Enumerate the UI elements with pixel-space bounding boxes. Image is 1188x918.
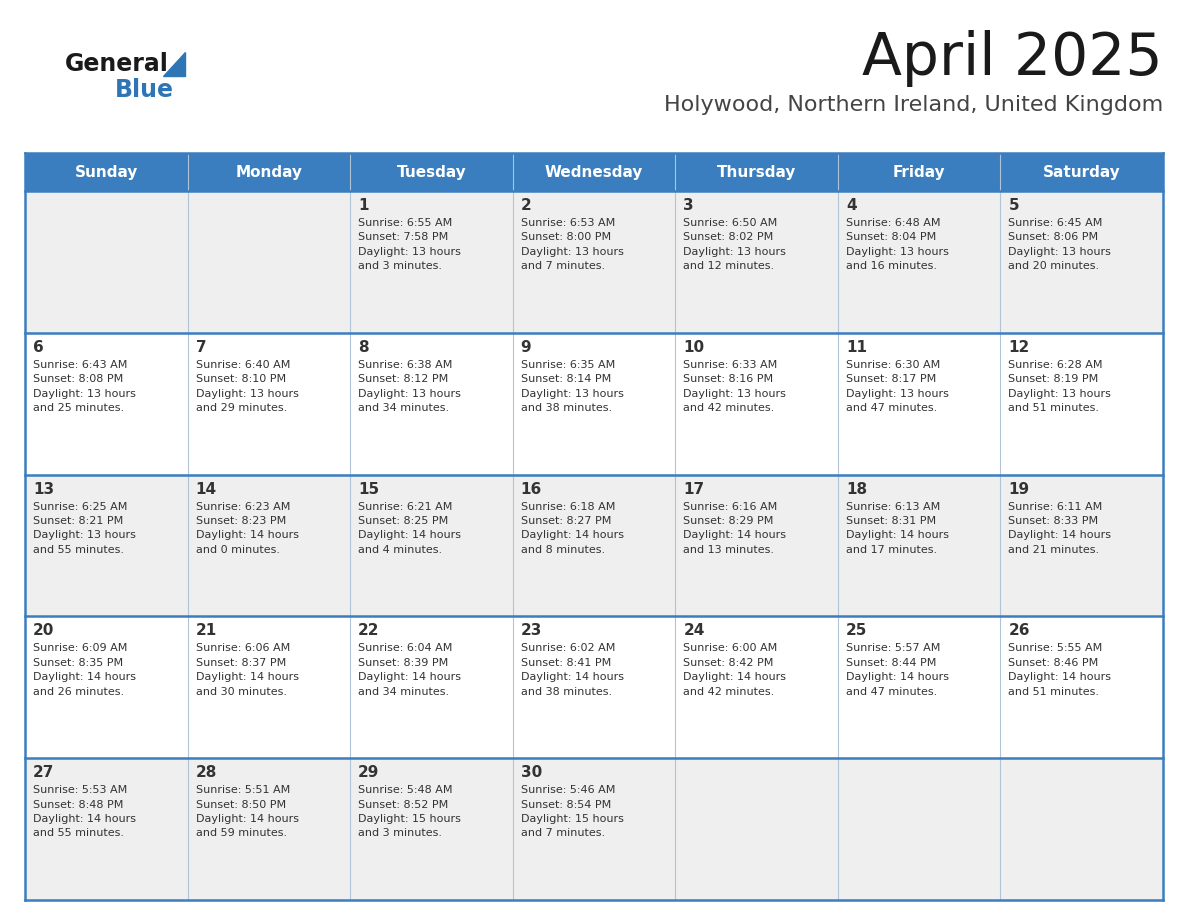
Text: 25: 25 [846,623,867,638]
Text: 12: 12 [1009,340,1030,354]
Text: 8: 8 [358,340,368,354]
Text: Sunrise: 6:00 AM
Sunset: 8:42 PM
Daylight: 14 hours
and 42 minutes.: Sunrise: 6:00 AM Sunset: 8:42 PM Dayligh… [683,644,786,697]
Text: Sunrise: 6:25 AM
Sunset: 8:21 PM
Daylight: 13 hours
and 55 minutes.: Sunrise: 6:25 AM Sunset: 8:21 PM Dayligh… [33,501,135,554]
Text: Sunrise: 6:13 AM
Sunset: 8:31 PM
Daylight: 14 hours
and 17 minutes.: Sunrise: 6:13 AM Sunset: 8:31 PM Dayligh… [846,501,949,554]
Text: Sunrise: 6:45 AM
Sunset: 8:06 PM
Daylight: 13 hours
and 20 minutes.: Sunrise: 6:45 AM Sunset: 8:06 PM Dayligh… [1009,218,1111,271]
Bar [25,191,1163,333]
Text: Sunrise: 6:23 AM
Sunset: 8:23 PM
Daylight: 14 hours
and 0 minutes.: Sunrise: 6:23 AM Sunset: 8:23 PM Dayligh… [196,501,298,554]
Text: 13: 13 [33,482,55,497]
Text: 21: 21 [196,623,217,638]
Text: Sunrise: 5:46 AM
Sunset: 8:54 PM
Daylight: 15 hours
and 7 minutes.: Sunrise: 5:46 AM Sunset: 8:54 PM Dayligh… [520,785,624,838]
Text: 24: 24 [683,623,704,638]
Text: 4: 4 [846,198,857,213]
Text: 20: 20 [33,623,55,638]
Text: Sunrise: 6:53 AM
Sunset: 8:00 PM
Daylight: 13 hours
and 7 minutes.: Sunrise: 6:53 AM Sunset: 8:00 PM Dayligh… [520,218,624,271]
Text: Sunrise: 6:35 AM
Sunset: 8:14 PM
Daylight: 13 hours
and 38 minutes.: Sunrise: 6:35 AM Sunset: 8:14 PM Dayligh… [520,360,624,413]
Text: 22: 22 [358,623,380,638]
Text: Sunrise: 5:53 AM
Sunset: 8:48 PM
Daylight: 14 hours
and 55 minutes.: Sunrise: 5:53 AM Sunset: 8:48 PM Dayligh… [33,785,135,838]
Text: Sunrise: 6:16 AM
Sunset: 8:29 PM
Daylight: 14 hours
and 13 minutes.: Sunrise: 6:16 AM Sunset: 8:29 PM Dayligh… [683,501,786,554]
Text: 19: 19 [1009,482,1030,497]
Text: Sunrise: 6:38 AM
Sunset: 8:12 PM
Daylight: 13 hours
and 34 minutes.: Sunrise: 6:38 AM Sunset: 8:12 PM Dayligh… [358,360,461,413]
Bar [25,333,1163,475]
Text: 9: 9 [520,340,531,354]
Bar [25,758,1163,900]
Text: Sunrise: 5:55 AM
Sunset: 8:46 PM
Daylight: 14 hours
and 51 minutes.: Sunrise: 5:55 AM Sunset: 8:46 PM Dayligh… [1009,644,1112,697]
Text: 11: 11 [846,340,867,354]
Text: Blue: Blue [115,78,173,102]
Text: Monday: Monday [235,164,303,180]
Text: Sunrise: 5:51 AM
Sunset: 8:50 PM
Daylight: 14 hours
and 59 minutes.: Sunrise: 5:51 AM Sunset: 8:50 PM Dayligh… [196,785,298,838]
Text: Sunrise: 6:04 AM
Sunset: 8:39 PM
Daylight: 14 hours
and 34 minutes.: Sunrise: 6:04 AM Sunset: 8:39 PM Dayligh… [358,644,461,697]
Text: Holywood, Northern Ireland, United Kingdom: Holywood, Northern Ireland, United Kingd… [664,95,1163,115]
Text: April 2025: April 2025 [862,30,1163,87]
Text: Sunrise: 6:33 AM
Sunset: 8:16 PM
Daylight: 13 hours
and 42 minutes.: Sunrise: 6:33 AM Sunset: 8:16 PM Dayligh… [683,360,786,413]
Text: Sunrise: 6:06 AM
Sunset: 8:37 PM
Daylight: 14 hours
and 30 minutes.: Sunrise: 6:06 AM Sunset: 8:37 PM Dayligh… [196,644,298,697]
Text: 15: 15 [358,482,379,497]
Text: Sunrise: 6:18 AM
Sunset: 8:27 PM
Daylight: 14 hours
and 8 minutes.: Sunrise: 6:18 AM Sunset: 8:27 PM Dayligh… [520,501,624,554]
Text: Sunrise: 6:43 AM
Sunset: 8:08 PM
Daylight: 13 hours
and 25 minutes.: Sunrise: 6:43 AM Sunset: 8:08 PM Dayligh… [33,360,135,413]
Text: Sunrise: 5:57 AM
Sunset: 8:44 PM
Daylight: 14 hours
and 47 minutes.: Sunrise: 5:57 AM Sunset: 8:44 PM Dayligh… [846,644,949,697]
Text: 29: 29 [358,766,379,780]
Text: General: General [65,52,169,76]
Text: Wednesday: Wednesday [545,164,643,180]
Text: 18: 18 [846,482,867,497]
Bar [25,153,1163,191]
Text: 30: 30 [520,766,542,780]
Bar [25,616,1163,758]
Text: 3: 3 [683,198,694,213]
Text: 14: 14 [196,482,216,497]
Text: 10: 10 [683,340,704,354]
Text: 16: 16 [520,482,542,497]
Text: Sunrise: 6:02 AM
Sunset: 8:41 PM
Daylight: 14 hours
and 38 minutes.: Sunrise: 6:02 AM Sunset: 8:41 PM Dayligh… [520,644,624,697]
Text: 27: 27 [33,766,55,780]
Bar [25,475,1163,616]
Text: 26: 26 [1009,623,1030,638]
Text: 23: 23 [520,623,542,638]
Text: Sunrise: 5:48 AM
Sunset: 8:52 PM
Daylight: 15 hours
and 3 minutes.: Sunrise: 5:48 AM Sunset: 8:52 PM Dayligh… [358,785,461,838]
Text: 17: 17 [683,482,704,497]
Text: Sunrise: 6:50 AM
Sunset: 8:02 PM
Daylight: 13 hours
and 12 minutes.: Sunrise: 6:50 AM Sunset: 8:02 PM Dayligh… [683,218,786,271]
Text: Sunrise: 6:11 AM
Sunset: 8:33 PM
Daylight: 14 hours
and 21 minutes.: Sunrise: 6:11 AM Sunset: 8:33 PM Dayligh… [1009,501,1112,554]
Text: Sunrise: 6:30 AM
Sunset: 8:17 PM
Daylight: 13 hours
and 47 minutes.: Sunrise: 6:30 AM Sunset: 8:17 PM Dayligh… [846,360,949,413]
Text: Sunrise: 6:21 AM
Sunset: 8:25 PM
Daylight: 14 hours
and 4 minutes.: Sunrise: 6:21 AM Sunset: 8:25 PM Dayligh… [358,501,461,554]
Text: 7: 7 [196,340,207,354]
Text: 5: 5 [1009,198,1019,213]
Text: 2: 2 [520,198,531,213]
Text: Sunrise: 6:48 AM
Sunset: 8:04 PM
Daylight: 13 hours
and 16 minutes.: Sunrise: 6:48 AM Sunset: 8:04 PM Dayligh… [846,218,949,271]
Text: 1: 1 [358,198,368,213]
Polygon shape [163,52,185,76]
Text: Sunrise: 6:40 AM
Sunset: 8:10 PM
Daylight: 13 hours
and 29 minutes.: Sunrise: 6:40 AM Sunset: 8:10 PM Dayligh… [196,360,298,413]
Text: 28: 28 [196,766,217,780]
Text: 6: 6 [33,340,44,354]
Text: Sunrise: 6:09 AM
Sunset: 8:35 PM
Daylight: 14 hours
and 26 minutes.: Sunrise: 6:09 AM Sunset: 8:35 PM Dayligh… [33,644,135,697]
Text: Sunrise: 6:55 AM
Sunset: 7:58 PM
Daylight: 13 hours
and 3 minutes.: Sunrise: 6:55 AM Sunset: 7:58 PM Dayligh… [358,218,461,271]
Text: Tuesday: Tuesday [397,164,467,180]
Text: Thursday: Thursday [716,164,796,180]
Text: Friday: Friday [893,164,946,180]
Text: Saturday: Saturday [1043,164,1120,180]
Text: Sunday: Sunday [75,164,138,180]
Text: Sunrise: 6:28 AM
Sunset: 8:19 PM
Daylight: 13 hours
and 51 minutes.: Sunrise: 6:28 AM Sunset: 8:19 PM Dayligh… [1009,360,1111,413]
